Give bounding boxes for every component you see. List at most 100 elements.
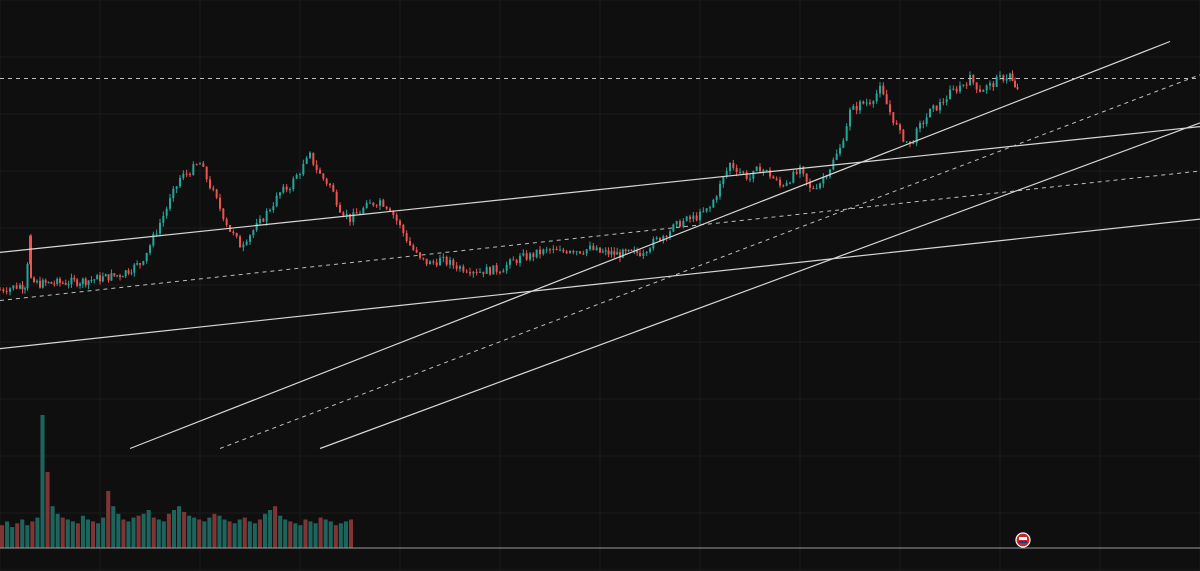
candle-body [759, 166, 761, 172]
candle-body [719, 183, 721, 197]
badge[interactable] [1015, 532, 1031, 548]
candle-body [15, 285, 18, 289]
candle-body [345, 213, 348, 216]
trendline[interactable] [0, 126, 1200, 253]
candle-body [342, 212, 345, 216]
trendline[interactable] [0, 218, 1200, 350]
candle-body [955, 88, 958, 92]
volume-bar [182, 511, 187, 548]
candle-body [382, 200, 385, 207]
candle-body [705, 208, 708, 212]
candle-body [589, 245, 591, 250]
candle-body [136, 263, 139, 265]
candle-body [565, 251, 568, 254]
volume-bar [222, 519, 227, 548]
candle-body [409, 241, 411, 246]
candle-body [905, 141, 908, 143]
volume-bar [288, 521, 293, 548]
volume-bar [85, 519, 91, 548]
volume-bar [283, 519, 288, 548]
candle-body [332, 185, 335, 192]
candle-body [165, 208, 168, 216]
candle-body [205, 166, 208, 180]
candle-body [195, 164, 198, 166]
candle-body [995, 76, 998, 87]
candle-body [325, 178, 328, 184]
trendline[interactable] [129, 40, 1171, 450]
candle-body [959, 85, 961, 92]
candle-body [259, 218, 261, 224]
volume-bar [242, 517, 247, 548]
volume-bar [303, 519, 308, 548]
candle-body [985, 85, 988, 91]
candle-body [529, 253, 531, 260]
candle-body [729, 163, 731, 171]
candle-body [601, 251, 604, 253]
candle-body [992, 83, 995, 87]
trendline[interactable] [319, 122, 1200, 450]
candle-body [53, 283, 56, 285]
candle-body [149, 245, 151, 253]
candle-body [50, 282, 53, 284]
volume-bar [166, 513, 171, 548]
candle-body [19, 285, 21, 289]
trendline[interactable] [219, 74, 1200, 449]
candle-body [1016, 87, 1019, 89]
volume-bar [323, 519, 328, 548]
candle-body [505, 264, 508, 271]
candle-body [365, 202, 368, 209]
candle-body [179, 177, 181, 187]
candle-body [849, 109, 851, 127]
candle-body [685, 216, 688, 221]
candle-body [879, 85, 881, 94]
candle-body [369, 202, 371, 204]
candle-body [665, 236, 668, 238]
volume-bar [40, 415, 45, 548]
candle-body [81, 278, 84, 284]
candle-body [815, 188, 818, 190]
candle-body [802, 166, 805, 174]
candle-body [515, 260, 518, 264]
candle-body [252, 230, 255, 236]
volume-bar [131, 517, 136, 548]
candle-body [895, 122, 898, 125]
candle-body [93, 279, 96, 281]
volume-bar [212, 513, 217, 548]
candle-body [202, 163, 205, 167]
candle-body [452, 259, 455, 266]
candle-body [116, 275, 119, 277]
candle-body [209, 179, 211, 189]
candle-body [422, 257, 425, 259]
volume-bar [10, 527, 15, 548]
trendline[interactable] [0, 170, 1200, 301]
candle-body [402, 224, 405, 233]
candle-body [925, 117, 928, 124]
candle-body [699, 211, 701, 221]
candle-body [545, 249, 548, 251]
volume-bar [161, 521, 166, 548]
candle-body [975, 82, 978, 90]
candle-body [107, 274, 110, 281]
candle-body [604, 250, 607, 252]
candle-body [839, 147, 841, 154]
trendlines[interactable] [0, 40, 1200, 450]
candle-body [579, 251, 581, 254]
candle-body [919, 122, 921, 129]
volume-bar [25, 525, 30, 548]
volume-bar [268, 510, 273, 548]
volume-bar [262, 513, 268, 548]
candle-body [399, 220, 401, 225]
candle-body [769, 169, 771, 177]
candle-body [2, 289, 5, 292]
candle-body [889, 104, 891, 113]
volume-bar [96, 523, 101, 548]
volume-bar [202, 521, 207, 548]
candle-body [825, 176, 828, 178]
candle-body [349, 213, 351, 223]
candle-body [265, 210, 268, 222]
candle-body [542, 249, 545, 255]
candle-body [752, 170, 755, 179]
candle-body [359, 213, 361, 215]
candle-body [855, 105, 858, 111]
